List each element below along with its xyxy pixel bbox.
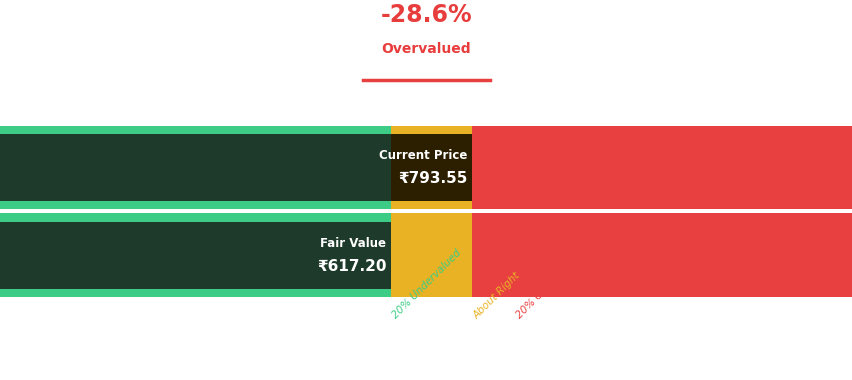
Bar: [0, 214, 390, 222]
Bar: [0, 222, 390, 289]
Bar: [0, 222, 390, 289]
Text: ₹793.55: ₹793.55: [398, 171, 467, 186]
Bar: [471, 289, 852, 297]
Bar: [390, 134, 471, 201]
Bar: [390, 201, 471, 209]
Text: -28.6%: -28.6%: [380, 3, 472, 27]
Bar: [471, 134, 852, 201]
Bar: [0, 134, 390, 201]
Text: Fair Value: Fair Value: [320, 237, 386, 250]
Bar: [390, 214, 471, 222]
Bar: [390, 289, 471, 297]
Text: About Right: About Right: [471, 270, 521, 321]
Bar: [471, 222, 852, 289]
Bar: [0, 134, 390, 201]
Bar: [0, 201, 390, 209]
Text: ₹617.20: ₹617.20: [317, 259, 386, 274]
Bar: [390, 134, 471, 201]
Text: Current Price: Current Price: [378, 149, 467, 162]
Bar: [471, 126, 852, 134]
Bar: [471, 214, 852, 222]
Bar: [390, 126, 471, 134]
Text: Overvalued: Overvalued: [381, 42, 471, 56]
Bar: [471, 201, 852, 209]
Bar: [0, 289, 390, 297]
Bar: [0, 126, 390, 134]
Text: 20% Undervalued: 20% Undervalued: [390, 248, 463, 321]
Bar: [390, 222, 471, 289]
Text: 20% Overvalued: 20% Overvalued: [514, 253, 582, 321]
